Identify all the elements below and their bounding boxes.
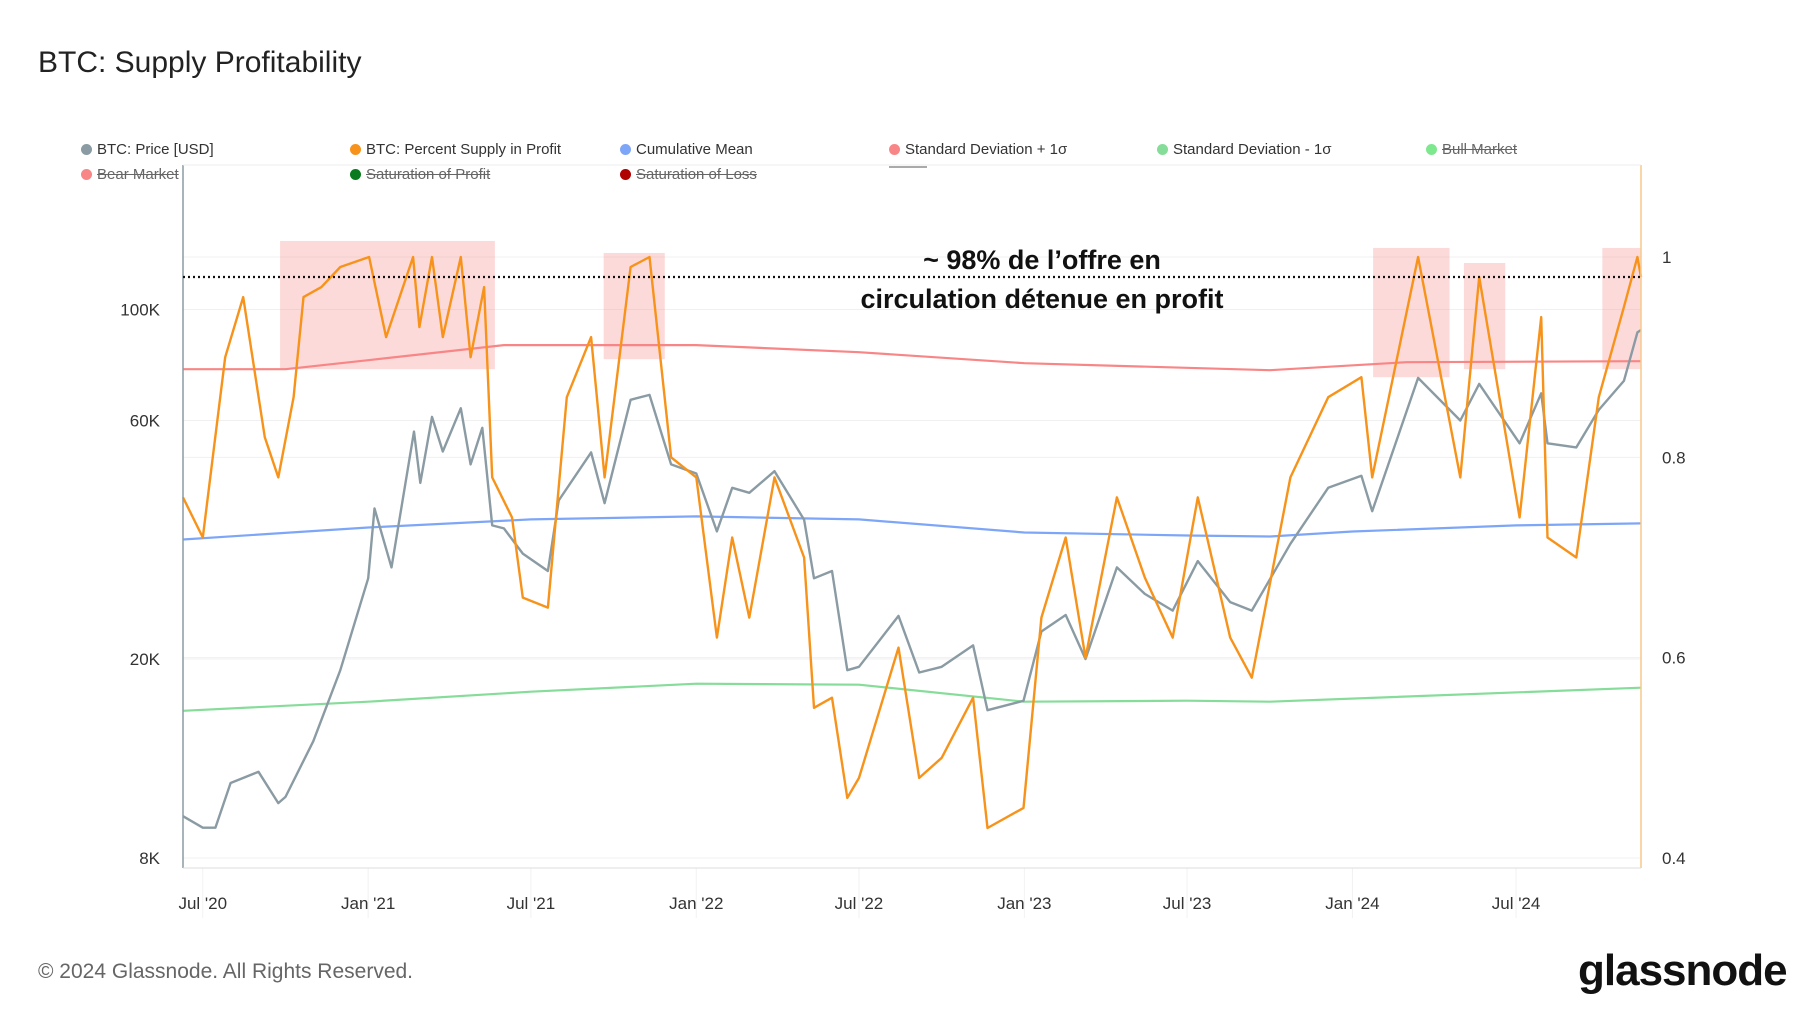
legend-dot-icon [620, 144, 631, 155]
y-left-tick-label: 100K [120, 301, 160, 320]
series-line-btc-price-usd- [182, 329, 1642, 829]
legend-label: Standard Deviation - 1σ [1173, 141, 1332, 158]
legend-dot-icon [350, 169, 361, 180]
legend-dot-icon [1426, 144, 1437, 155]
y-right-tick-label: 0.6 [1662, 649, 1686, 668]
x-tick-label: Jan '22 [669, 894, 723, 913]
series-line-cumulative-mean [182, 515, 1642, 541]
legend-dot-icon [620, 169, 631, 180]
copyright: © 2024 Glassnode. All Rights Reserved. [38, 960, 414, 983]
y-right-tick-label: 1 [1662, 248, 1671, 267]
y-right-tick-label: 0.8 [1662, 448, 1686, 467]
legend-item[interactable]: Saturation of Profit [350, 166, 490, 183]
y-left-tick-label: 8K [139, 849, 160, 868]
legend-dash-marker [889, 166, 927, 168]
legend-dot-icon [889, 144, 900, 155]
legend-item[interactable]: Bear Market [81, 166, 179, 183]
legend-item[interactable] [889, 166, 927, 168]
y-right-tick-label: 0.4 [1662, 849, 1686, 868]
legend-dot-icon [1157, 144, 1168, 155]
legend-item[interactable]: Standard Deviation - 1σ [1157, 141, 1332, 158]
glassnode-logo[interactable]: glassnode [1578, 946, 1788, 995]
legend-label: BTC: Price [USD] [97, 141, 214, 158]
x-tick-label: Jan '21 [341, 894, 395, 913]
legend-label: Standard Deviation + 1σ [905, 141, 1068, 158]
series-line-btc-percent-supply-in-profit [181, 255, 1643, 830]
x-tick-label: Jul '23 [1163, 894, 1212, 913]
legend-item[interactable]: Cumulative Mean [620, 141, 753, 158]
legend-dot-icon [81, 169, 92, 180]
legend-label: BTC: Percent Supply in Profit [366, 141, 562, 158]
legend-label: Bear Market [97, 166, 179, 183]
y-left-tick-label: 20K [130, 650, 161, 669]
gridlines [183, 256, 1641, 918]
series-lines [181, 255, 1643, 830]
annotation-line-2: circulation détenue en profit [860, 284, 1223, 314]
axis-ticks: 8K 20K 60K 100K 0.4 0.6 0.8 1 Jul '20 Jan '21 Jul … [120, 248, 1685, 913]
chart-title: BTC: Supply Profitability [38, 46, 362, 79]
legend-item[interactable]: Bull Market [1426, 141, 1517, 158]
series-line-standard-deviation-1- [183, 344, 1642, 372]
y-left-tick-label: 60K [130, 411, 161, 430]
highlight-regions [280, 240, 1641, 378]
x-tick-label: Jul '20 [178, 894, 227, 913]
annotation-line-1: ~ 98% de l’offre en [923, 245, 1161, 275]
legend-label: Saturation of Profit [366, 166, 491, 183]
x-tick-label: Jul '22 [835, 894, 884, 913]
series-line-standard-deviation-1- [182, 682, 1642, 712]
legend-dot-icon [81, 144, 92, 155]
legend-dot-icon [350, 144, 361, 155]
legend-item[interactable]: Standard Deviation + 1σ [889, 141, 1067, 158]
legend-item[interactable]: Saturation of Loss [620, 166, 757, 183]
legend-label: Cumulative Mean [636, 141, 753, 158]
x-tick-label: Jul '24 [1492, 894, 1541, 913]
x-tick-label: Jan '24 [1325, 894, 1379, 913]
legend-item[interactable]: BTC: Percent Supply in Profit [350, 141, 561, 158]
x-tick-label: Jan '23 [997, 894, 1051, 913]
legend-label: Bull Market [1442, 141, 1518, 158]
legend-item[interactable]: BTC: Price [USD] [81, 141, 214, 158]
legend-label: Saturation of Loss [636, 166, 757, 183]
x-tick-label: Jul '21 [507, 894, 556, 913]
